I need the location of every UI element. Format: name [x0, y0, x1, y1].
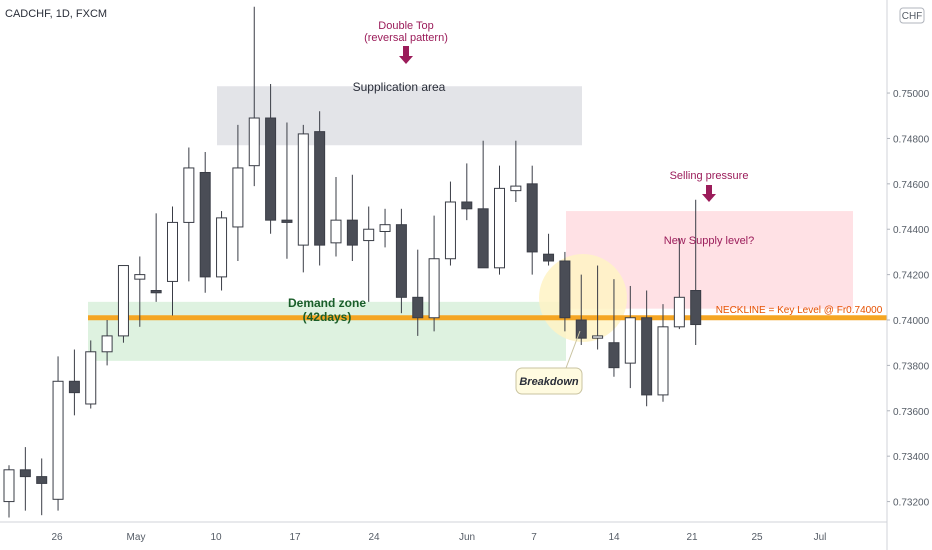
candle-body[interactable] [85, 351, 97, 405]
x-axis-ticks: 26 May 10 17 24 Jun 7 14 21 25 Jul [51, 532, 826, 543]
y-axis-ticks: 0.73200 0.73400 0.73600 0.73800 0.74000 0.742… [887, 89, 930, 509]
y-tick-label: 0.75000 [893, 89, 930, 100]
candle-body[interactable] [543, 253, 555, 262]
candle-body[interactable] [379, 224, 391, 232]
candle-body[interactable] [199, 171, 211, 278]
candle-body[interactable] [444, 201, 456, 260]
candlestick-series [3, 6, 702, 518]
candle-body[interactable] [19, 469, 31, 478]
candle-body[interactable] [559, 260, 571, 319]
candle-body[interactable] [265, 117, 277, 221]
y-tick-label: 0.73400 [893, 452, 930, 463]
supplication-area-zone [217, 86, 582, 146]
candle-body[interactable] [624, 317, 636, 364]
x-tick-label: 14 [608, 532, 620, 543]
y-tick-label: 0.74400 [893, 225, 930, 236]
y-tick-label: 0.73800 [893, 361, 930, 372]
x-tick-label: Jun [459, 532, 475, 543]
candle-body[interactable] [216, 217, 228, 278]
candle-body[interactable] [575, 319, 587, 339]
candle-body[interactable] [36, 476, 48, 484]
selling-pressure-label: Selling pressure [670, 170, 749, 182]
breakdown-callout-pointer [565, 330, 581, 369]
selling-pressure-arrow-icon [702, 185, 716, 202]
candle-body[interactable] [3, 469, 15, 503]
breakdown-callout-box [515, 367, 583, 395]
candle-body[interactable] [461, 201, 473, 210]
candle-body[interactable] [150, 290, 162, 294]
candle-body[interactable] [167, 221, 178, 282]
candle-body[interactable] [346, 219, 358, 246]
y-tick-label: 0.74600 [893, 180, 930, 191]
candle-body[interactable] [52, 380, 64, 500]
candle-body[interactable] [134, 274, 146, 280]
x-tick-label: 26 [51, 532, 63, 543]
x-tick-label: 17 [289, 532, 301, 543]
currency-badge: CHF [902, 11, 923, 22]
x-tick-label: 10 [210, 532, 222, 543]
breakdown-label: Breakdown [519, 376, 579, 388]
candle-body[interactable] [510, 185, 522, 192]
x-tick-label: Jul [814, 532, 827, 543]
x-tick-label: 25 [751, 532, 763, 543]
new-supply-level-label: New Supply level? [664, 235, 755, 247]
candle-body[interactable] [248, 117, 260, 167]
candle-body[interactable] [395, 224, 407, 298]
double-top-label: Double Top [378, 20, 433, 32]
candle-body[interactable] [330, 219, 342, 244]
y-tick-label: 0.73600 [893, 407, 930, 418]
y-tick-label: 0.74800 [893, 134, 930, 145]
candle-body[interactable] [673, 296, 685, 328]
candle-body[interactable] [477, 208, 489, 269]
symbol-label: CADCHF, 1D, FXCM [5, 8, 107, 20]
y-tick-label: 0.74200 [893, 271, 930, 282]
double-top-arrow-icon [399, 46, 413, 64]
x-tick-label: 21 [686, 532, 698, 543]
candle-body[interactable] [232, 167, 244, 228]
candle-body[interactable] [641, 317, 653, 396]
candle-body[interactable] [526, 183, 538, 253]
y-tick-label: 0.74000 [893, 316, 930, 327]
neckline-label: NECKLINE = Key Level @ Fr0.74000 [716, 305, 883, 316]
candle-body[interactable] [183, 167, 195, 223]
y-tick-label: 0.73200 [893, 498, 930, 509]
candle-body[interactable] [314, 131, 326, 246]
candle-body[interactable] [363, 228, 375, 242]
candle-body[interactable] [608, 342, 620, 369]
double-top-sublabel: (reversal pattern) [364, 32, 448, 44]
supplication-area-label: Supplication area [353, 80, 446, 94]
x-tick-label: 7 [531, 532, 537, 543]
candle-body[interactable] [412, 296, 424, 319]
demand-zone-sublabel: (42days) [303, 310, 352, 324]
candle-body[interactable] [297, 133, 309, 246]
demand-zone [88, 301, 566, 361]
candle-body[interactable] [117, 265, 129, 337]
candle-body[interactable] [690, 290, 702, 326]
candle-body[interactable] [101, 335, 113, 353]
candle-body[interactable] [281, 219, 293, 223]
demand-zone-label: Demand zone [288, 296, 366, 310]
x-tick-label: May [127, 532, 146, 543]
currency-badge-box[interactable] [899, 7, 925, 24]
candle-body[interactable] [428, 258, 440, 319]
candle-body[interactable] [494, 187, 505, 269]
candle-body[interactable] [68, 380, 80, 394]
candle-body[interactable] [657, 326, 669, 396]
x-tick-label: 24 [368, 532, 380, 543]
candle-body[interactable] [592, 335, 604, 339]
